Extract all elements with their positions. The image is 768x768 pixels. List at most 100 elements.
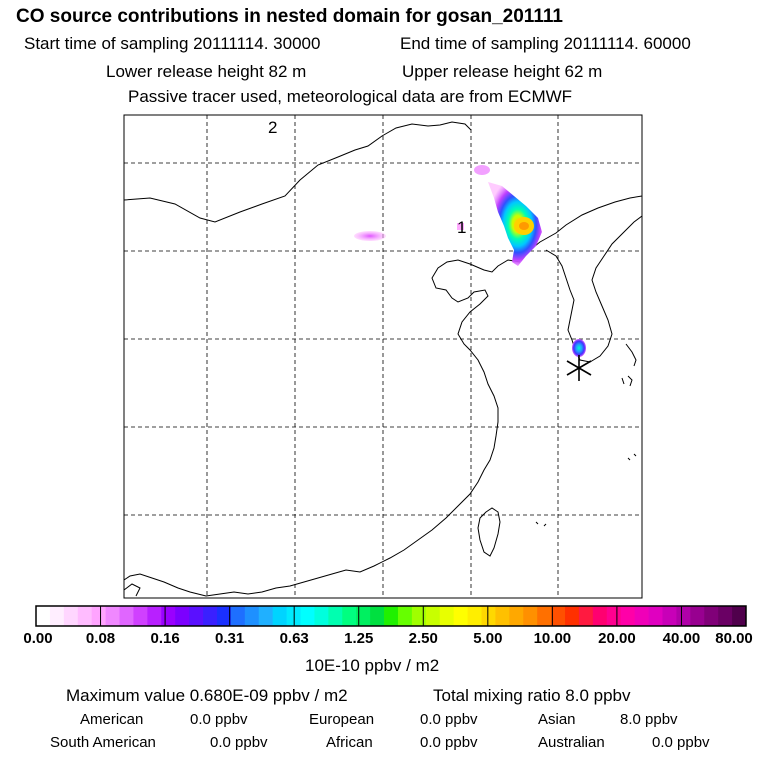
plume-core-inner: [519, 222, 529, 230]
colorbar-label: 10.00: [533, 630, 572, 647]
colorbar-swatch: [718, 606, 733, 626]
plot-title: CO source contributions in nested domain…: [16, 6, 563, 27]
colorbar-swatch: [453, 606, 468, 626]
colorbar-frame: [35, 605, 747, 627]
colorbar-swatch: [230, 606, 246, 626]
end-time-label: End time of sampling 20111114. 60000: [400, 34, 691, 53]
japan-coast: [621, 343, 637, 387]
concentration-plumes: [354, 165, 586, 357]
colorbar-swatch: [467, 606, 482, 626]
colorbar-swatch: [36, 606, 51, 626]
colorbar-swatch: [732, 606, 747, 626]
region-value-african: 0.0 ppbv: [420, 734, 478, 751]
colorbar-swatch: [105, 606, 120, 626]
colorbar-swatch: [161, 606, 176, 626]
region-name-asian: Asian: [538, 711, 576, 728]
colorbar-swatch: [244, 606, 260, 626]
colorbar-swatch: [203, 606, 218, 626]
colorbar-swatch: [676, 606, 691, 626]
china-korea-border: [529, 195, 642, 251]
colorbar-swatch: [356, 606, 371, 626]
colorbar-label: 0.08: [85, 630, 116, 647]
lower-release-height: Lower release height 82 m: [106, 62, 307, 81]
colorbar-swatch: [328, 606, 343, 626]
mongolia-border: [124, 121, 472, 223]
colorbar-swatch: [509, 606, 524, 626]
region-name-australian: Australian: [538, 734, 605, 751]
colorbar-swatch: [495, 606, 510, 626]
colorbar-label: 0.31: [215, 630, 245, 647]
lat-lon-grid: [124, 115, 642, 598]
colorbar-swatch: [216, 606, 232, 626]
colorbar-swatch: [397, 606, 413, 626]
colorbar-swatch: [91, 606, 107, 626]
island-dots: [535, 453, 637, 527]
region-name-american: American: [80, 711, 144, 728]
colorbar-units: 10E-10 ppbv / m2: [305, 656, 440, 675]
region-value-asian: 8.0 ppbv: [620, 711, 678, 728]
korea-outline: [545, 215, 642, 363]
colorbar-swatch: [147, 606, 162, 626]
plume-north-tail: [474, 165, 490, 175]
maximum-value-label: Maximum value 0.680E-09 ppbv / m2: [66, 686, 348, 705]
colorbar-label: 20.00: [598, 630, 636, 647]
colorbar-swatch: [662, 606, 677, 626]
colorbar-swatch: [425, 606, 441, 626]
colorbar-swatch: [481, 606, 496, 626]
hainan-fragment: [124, 583, 141, 597]
taiwan-outline: [477, 507, 501, 557]
plume-marker-dot: [457, 223, 464, 230]
colorbar-swatch: [620, 606, 636, 626]
colorbar-swatch: [578, 606, 594, 626]
start-time-label: Start time of sampling 20111114. 30000: [24, 34, 321, 53]
region-value-european: 0.0 ppbv: [420, 711, 478, 728]
colorbar-label: 2.50: [408, 630, 438, 647]
plume-gosan: [572, 339, 586, 357]
colorbar-swatch: [606, 606, 622, 626]
coastlines: [124, 121, 642, 597]
colorbar-swatch: [704, 606, 719, 626]
colorbar-swatch: [592, 606, 608, 626]
region-value-australian: 0.0 ppbv: [652, 734, 710, 751]
colorbar-swatch: [537, 606, 552, 626]
receptor-star-icon: [566, 355, 592, 381]
region-name-south-american: South American: [50, 734, 156, 751]
region-name-african: African: [326, 734, 373, 751]
colorbar-swatch: [411, 606, 427, 626]
colorbar-swatch: [565, 606, 580, 626]
colorbar-label: 0.16: [150, 630, 180, 647]
colorbar-swatch: [133, 606, 148, 626]
source-marker-2: 2: [268, 118, 277, 137]
region-name-european: European: [309, 711, 375, 728]
colorbar-swatch: [523, 606, 538, 626]
plume-small-west: [354, 231, 386, 241]
colorbar-swatch: [49, 606, 65, 626]
tracer-note: Passive tracer used, meteorological data…: [128, 87, 573, 106]
colorbar-swatch: [189, 606, 204, 626]
colorbar-swatch: [258, 606, 274, 626]
colorbar-swatch: [551, 606, 566, 626]
total-mixing-ratio-label: Total mixing ratio 8.0 ppbv: [433, 686, 631, 705]
colorbar: [36, 606, 747, 626]
china-east-coast: [124, 259, 521, 597]
colorbar-label: 80.00: [715, 630, 753, 647]
colorbar-swatch: [272, 606, 287, 626]
colorbar-label: 0.00: [23, 630, 53, 647]
source-marker-1: 1: [457, 218, 466, 237]
colorbar-swatch: [63, 606, 79, 626]
colorbar-swatch: [342, 606, 357, 626]
colorbar-swatch: [690, 606, 705, 626]
colorbar-swatch: [648, 606, 663, 626]
region-value-south-american: 0.0 ppbv: [210, 734, 268, 751]
colorbar-swatch: [119, 606, 134, 626]
region-value-american: 0.0 ppbv: [190, 711, 248, 728]
upper-release-height: Upper release height 62 m: [402, 62, 603, 81]
colorbar-swatch: [384, 606, 399, 626]
colorbar-swatch: [175, 606, 190, 626]
colorbar-swatch: [77, 606, 93, 626]
colorbar-label: 5.00: [473, 630, 503, 647]
colorbar-swatch: [439, 606, 455, 626]
colorbar-swatch: [634, 606, 649, 626]
colorbar-swatch: [300, 606, 315, 626]
